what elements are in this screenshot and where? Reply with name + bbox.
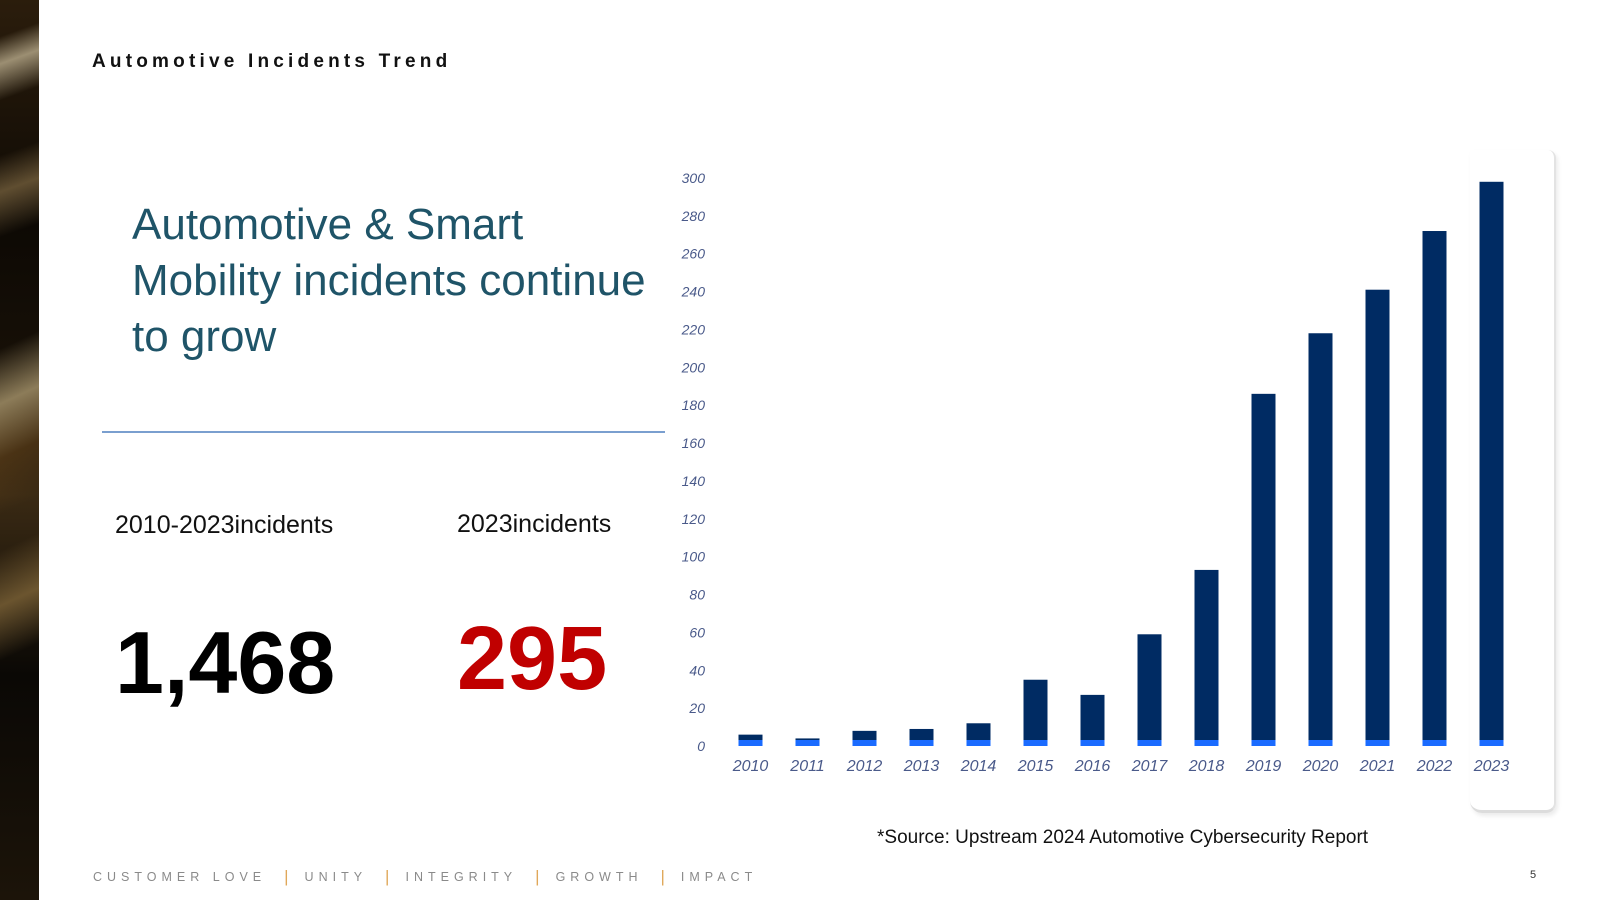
bar-2019	[1251, 393, 1276, 746]
page-number: 5	[1530, 869, 1537, 881]
bar-base-2019	[1251, 740, 1276, 746]
value-unity: UNITY	[304, 870, 368, 884]
bar-base-2013	[909, 740, 934, 746]
y-tick-label: 220	[681, 321, 706, 337]
x-tick-label: 2011	[789, 758, 824, 775]
bar-base-2022	[1422, 740, 1447, 746]
y-tick-label: 260	[681, 246, 706, 262]
bar-base-2011	[795, 740, 820, 746]
x-tick-label: 2015	[1017, 758, 1054, 775]
x-tick-label: 2017	[1131, 758, 1169, 775]
divider	[102, 431, 665, 433]
bar-2015	[1023, 679, 1048, 746]
y-tick-label: 180	[682, 397, 706, 413]
bar-2020	[1308, 333, 1333, 746]
bar-2022	[1422, 231, 1447, 747]
total-incidents-label: 2010-2023incidents	[115, 511, 334, 539]
bar-base-2016	[1080, 740, 1105, 746]
y-tick-label: 240	[681, 284, 706, 300]
company-values-footer: CUSTOMER LOVE | UNITY | INTEGRITY | GROW…	[93, 867, 757, 887]
bar-2018	[1194, 569, 1219, 746]
value-separator: |	[535, 867, 540, 886]
x-axis-ticks: 2010 2011 2012 2013 2014 2015 2016 2017 2018 2019…	[732, 758, 1510, 775]
bar-2017	[1137, 634, 1162, 746]
y-tick-label: 160	[682, 435, 706, 451]
bar-2016	[1080, 694, 1105, 746]
bar-base-2010	[738, 740, 763, 746]
bar-base-2017	[1137, 740, 1162, 746]
bar-base-2018	[1194, 740, 1219, 746]
x-tick-label: 2019	[1245, 758, 1282, 775]
chart-card-edge	[1470, 150, 1556, 813]
headline: Automotive & Smart Mobility incidents co…	[132, 200, 646, 361]
value-separator: |	[385, 867, 390, 886]
y-tick-label: 200	[681, 359, 706, 375]
bars	[738, 181, 1504, 747]
bar-base-2021	[1365, 740, 1390, 746]
year-incidents-value: 295	[457, 609, 608, 709]
y-tick-label: 60	[689, 624, 705, 640]
x-tick-label: 2023	[1473, 758, 1510, 775]
bar-base-2015	[1023, 740, 1048, 746]
x-tick-label: 2020	[1302, 758, 1339, 775]
y-tick-label: 40	[689, 662, 705, 678]
y-tick-label: 300	[682, 170, 706, 186]
y-tick-label: 120	[682, 511, 706, 527]
header-title: Automotive Incidents Trend	[92, 51, 452, 72]
bar-base-2014	[966, 740, 991, 746]
bar-base-2012	[852, 740, 877, 746]
y-tick-label: 0	[697, 738, 705, 754]
bar-2021	[1365, 289, 1390, 746]
value-separator: |	[660, 867, 665, 886]
bar-base-2020	[1308, 740, 1333, 746]
y-tick-label: 20	[688, 700, 705, 716]
bar-2023	[1479, 181, 1504, 746]
y-tick-label: 80	[689, 587, 705, 603]
bar-base-2023	[1479, 740, 1504, 746]
decorative-side-strip	[0, 0, 39, 900]
value-integrity: INTEGRITY	[405, 870, 518, 884]
x-tick-label: 2012	[846, 758, 883, 775]
x-tick-label: 2016	[1074, 758, 1111, 775]
value-growth: GROWTH	[555, 870, 643, 884]
y-axis-ticks: 0 20 40 60 80 100 120 140 160 180 200 220 240 260 280 3…	[681, 170, 706, 754]
value-customer-love: CUSTOMER LOVE	[93, 870, 267, 884]
x-tick-label: 2014	[960, 758, 997, 775]
year-incidents-label: 2023incidents	[457, 510, 612, 538]
total-incidents-value: 1,468	[115, 613, 336, 712]
incidents-bar-chart: 0 20 40 60 80 100 120 140 160 180 200 220 240 260 280 3…	[681, 170, 1510, 775]
x-tick-label: 2010	[732, 758, 769, 775]
value-impact: IMPACT	[680, 870, 758, 884]
y-tick-label: 100	[682, 549, 706, 565]
y-tick-label: 140	[682, 473, 706, 489]
value-separator: |	[284, 867, 289, 886]
x-tick-label: 2022	[1416, 758, 1453, 775]
x-tick-label: 2013	[903, 758, 940, 775]
x-tick-label: 2018	[1188, 758, 1225, 775]
x-tick-label: 2021	[1359, 758, 1396, 775]
y-tick-label: 280	[681, 208, 706, 224]
source-note: *Source: Upstream 2024 Automotive Cybers…	[877, 827, 1369, 848]
